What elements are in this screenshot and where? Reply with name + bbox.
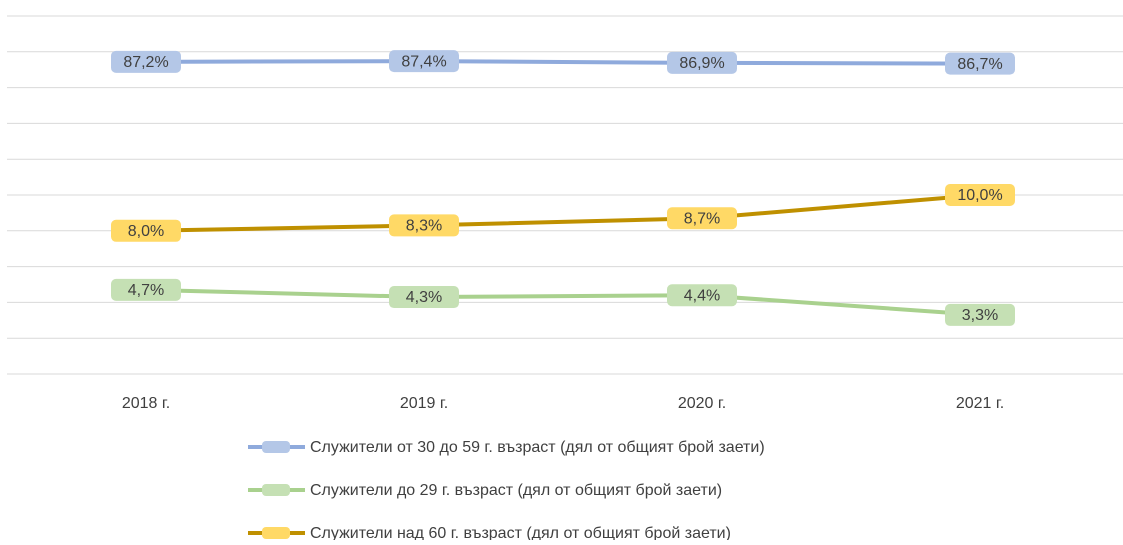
series-line — [145, 193, 981, 233]
data-label-box — [945, 184, 1015, 206]
legend-marker — [262, 484, 290, 496]
data-label: 8,0% — [128, 223, 164, 240]
data-label: 4,3% — [406, 289, 442, 306]
data-label: 87,4% — [401, 53, 446, 70]
series-line — [145, 287, 981, 317]
legend-marker — [262, 441, 290, 453]
data-label-box — [667, 284, 737, 307]
data-label-box — [111, 278, 181, 301]
data-label: 87,2% — [123, 54, 168, 71]
data-label: 3,3% — [962, 307, 998, 324]
x-tick-label: 2021 г. — [956, 395, 1004, 412]
data-label-box — [111, 219, 181, 242]
legend-label: Служители от 30 до 59 г. възраст (дял от… — [310, 439, 765, 456]
data-label-box — [667, 207, 737, 230]
data-label-box — [945, 52, 1015, 75]
x-tick-label: 2020 г. — [678, 395, 726, 412]
data-label: 8,7% — [684, 210, 720, 227]
legend-label: Служители до 29 г. възраст (дял от общия… — [310, 482, 722, 499]
data-label-box — [389, 50, 459, 73]
legend-label: Служители над 60 г. възраст (дял от общи… — [310, 525, 731, 540]
x-tick-label: 2019 г. — [400, 395, 448, 412]
data-label: 8,3% — [406, 218, 442, 235]
data-label: 86,7% — [957, 56, 1002, 73]
data-label: 10,0% — [957, 187, 1002, 204]
series-line — [145, 59, 981, 66]
data-label: 86,9% — [679, 55, 724, 72]
data-label: 4,4% — [684, 287, 720, 304]
data-label-box — [945, 303, 1015, 326]
data-label: 4,7% — [128, 282, 164, 299]
data-label-box — [111, 50, 181, 73]
legend-marker — [262, 527, 290, 539]
data-label-box — [389, 214, 459, 237]
x-tick-label: 2018 г. — [122, 395, 170, 412]
data-label-box — [389, 286, 459, 309]
data-label-box — [667, 51, 737, 74]
